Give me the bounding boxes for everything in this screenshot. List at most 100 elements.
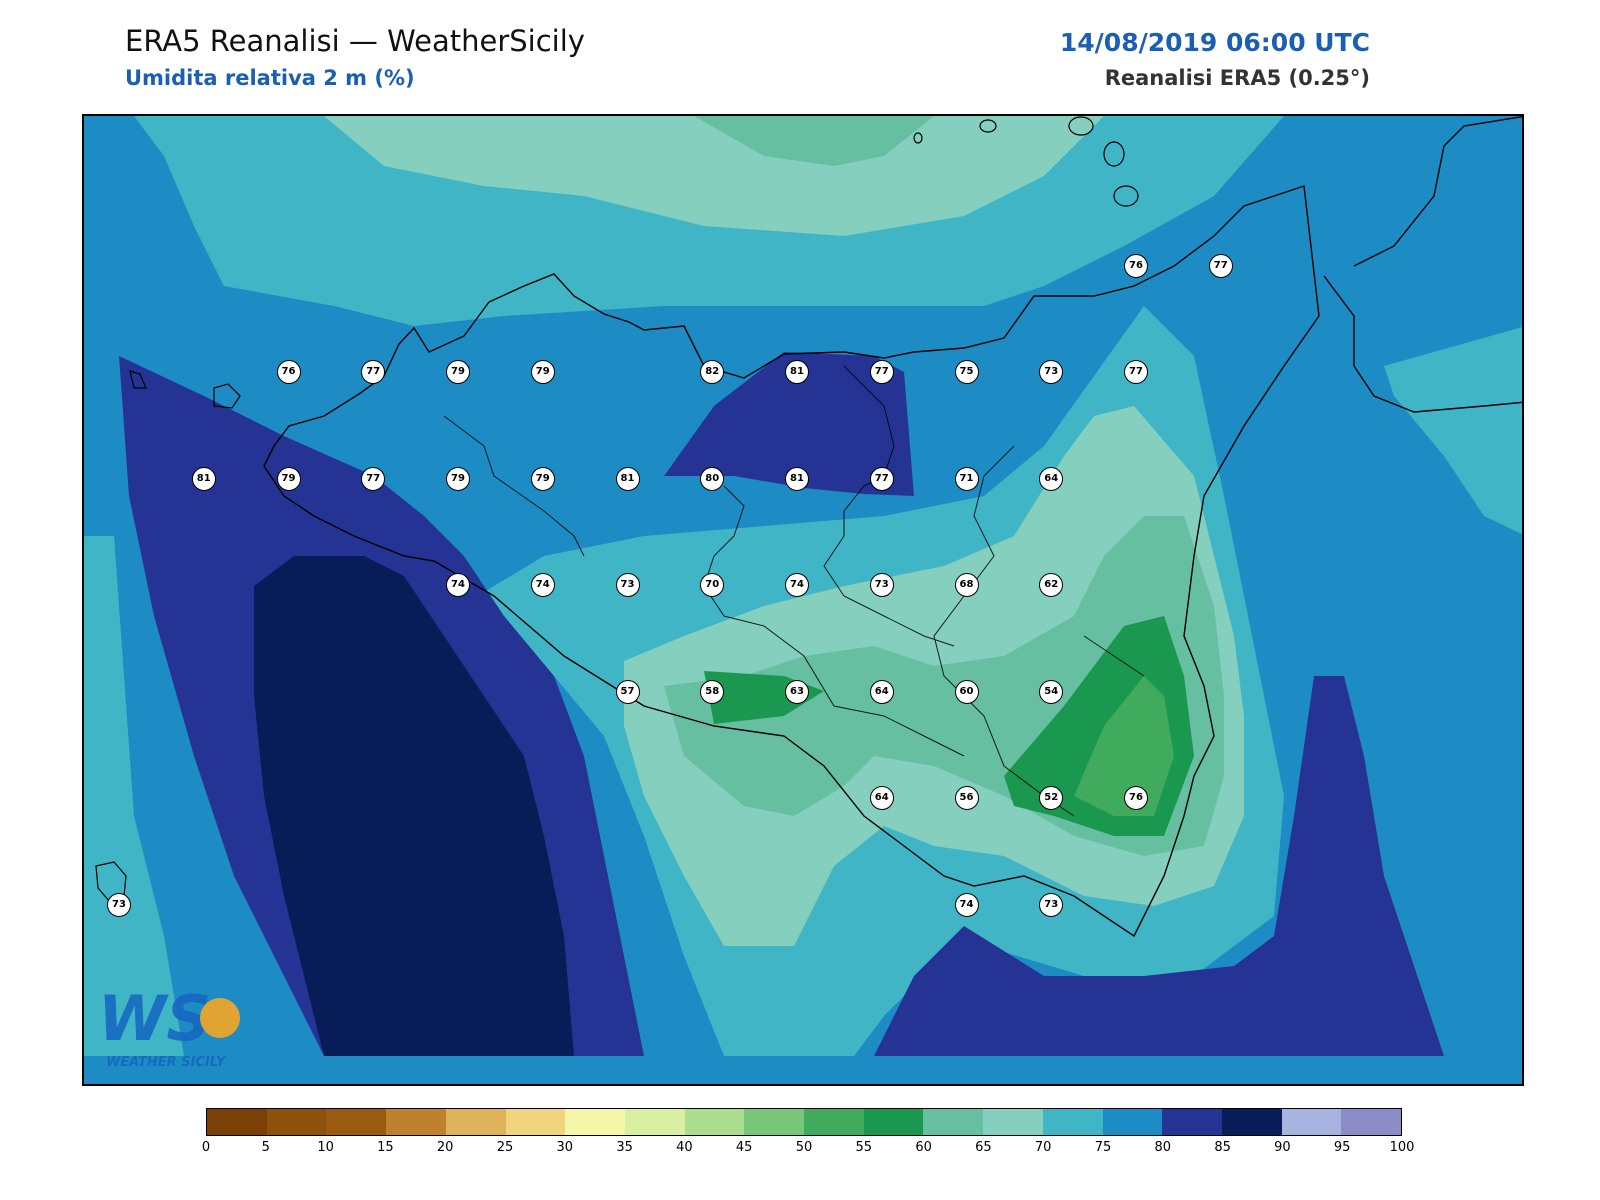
colorbar-tick-label: 30 bbox=[556, 1140, 574, 1155]
station-value: 70 bbox=[700, 573, 725, 597]
station-value: 80 bbox=[700, 466, 725, 491]
colorbar-tick-label: 15 bbox=[377, 1140, 394, 1155]
station-value: 73 bbox=[1039, 360, 1064, 384]
contour-80-85-central bbox=[664, 352, 914, 496]
station-value: 82 bbox=[700, 360, 725, 384]
station-value: 63 bbox=[785, 679, 809, 704]
station-value: 74 bbox=[446, 573, 470, 597]
colorbar-tick-label: 55 bbox=[855, 1140, 873, 1155]
station-value: 73 bbox=[869, 573, 894, 597]
colorbar-tick-label: 80 bbox=[1154, 1140, 1172, 1155]
colorbar-tick-label: 85 bbox=[1214, 1140, 1231, 1155]
station-value: 77 bbox=[361, 360, 386, 384]
colorbar-tick-label: 90 bbox=[1274, 1140, 1291, 1155]
station-value: 71 bbox=[954, 466, 979, 491]
data-source: Reanalisi ERA5 (0.25°) bbox=[1104, 66, 1370, 90]
colorbar-swatch bbox=[1341, 1109, 1402, 1135]
station-value: 74 bbox=[530, 573, 555, 597]
station-value: 77 bbox=[869, 466, 894, 491]
station-value: 64 bbox=[869, 786, 894, 810]
colorbar-swatch bbox=[983, 1109, 1043, 1135]
station-value: 81 bbox=[615, 466, 640, 491]
contour-65-70-north bbox=[324, 116, 1104, 236]
sun-icon bbox=[200, 998, 240, 1038]
station-value: 76 bbox=[1124, 786, 1148, 810]
colorbar-swatch bbox=[505, 1109, 566, 1135]
weathersicily-logo: WS WEATHER SICILY bbox=[98, 982, 240, 1070]
aeolian-islands bbox=[913, 116, 1139, 207]
contour-85-90 bbox=[254, 556, 574, 1056]
station-value: 73 bbox=[1039, 892, 1064, 917]
station-value: 74 bbox=[954, 892, 979, 917]
colorbar-tick-label: 45 bbox=[735, 1140, 753, 1155]
station-value: 73 bbox=[107, 892, 131, 917]
station-value: 77 bbox=[869, 360, 894, 384]
colorbar-swatch bbox=[1042, 1109, 1103, 1135]
province-borders bbox=[443, 365, 1145, 817]
station-value: 62 bbox=[1039, 573, 1064, 597]
station-value: 74 bbox=[785, 573, 809, 597]
station-value: 75 bbox=[954, 360, 979, 384]
contour-60-65-north bbox=[694, 116, 934, 166]
colorbar-ticks: 0 5 10 15 20 25 30 35 40 45 50 55 60 65 70 75 80 85 90 95 10… bbox=[202, 1140, 1415, 1160]
colorbar-tick-label: 0 bbox=[201, 1140, 211, 1155]
station-value: 76 bbox=[1124, 253, 1148, 278]
station-value: 58 bbox=[700, 679, 725, 704]
station-value: 81 bbox=[785, 466, 809, 491]
station-value: 79 bbox=[530, 360, 555, 384]
station-value: 60 bbox=[954, 679, 979, 704]
station-value: 79 bbox=[446, 466, 470, 491]
colorbar-swatch bbox=[923, 1109, 984, 1135]
valid-datetime: 14/08/2019 06:00 UTC bbox=[1059, 28, 1370, 57]
contour-80-85-south bbox=[874, 676, 1444, 1056]
station-value: 64 bbox=[1039, 466, 1064, 491]
contour-50-55 bbox=[1074, 676, 1174, 816]
colorbar-swatch bbox=[684, 1109, 745, 1135]
colorbar-tick-label: 20 bbox=[436, 1140, 454, 1155]
colorbar-swatch bbox=[326, 1109, 387, 1135]
colorbar-swatch bbox=[1102, 1109, 1163, 1135]
humidity-contour-map bbox=[84, 116, 1522, 1056]
colorbar-tick-label: 35 bbox=[616, 1140, 633, 1155]
station-value: 81 bbox=[191, 466, 216, 491]
colorbar-swatch bbox=[624, 1109, 685, 1135]
colorbar-tick-label: 50 bbox=[795, 1140, 813, 1155]
colorbar-tick-label: 10 bbox=[317, 1140, 334, 1155]
colorbar bbox=[206, 1108, 1402, 1136]
logo-text: WEATHER SICILY bbox=[106, 1055, 227, 1070]
egadi-islands bbox=[129, 370, 241, 409]
colorbar-swatch bbox=[445, 1109, 506, 1135]
contour-70-75-west bbox=[84, 536, 184, 1056]
colorbar-tick-label: 5 bbox=[261, 1140, 270, 1155]
colorbar-swatch bbox=[1281, 1109, 1342, 1135]
station-value: 77 bbox=[1208, 253, 1233, 278]
station-value: 77 bbox=[1124, 360, 1148, 384]
station-value: 68 bbox=[954, 573, 979, 597]
colorbar-tick-label: 70 bbox=[1034, 1140, 1052, 1155]
colorbar-tick-label: 75 bbox=[1094, 1140, 1112, 1155]
colorbar-swatch bbox=[744, 1109, 805, 1135]
sicily-coastline bbox=[263, 185, 1320, 938]
colorbar-swatch bbox=[207, 1109, 267, 1135]
map-title: ERA5 Reanalisi — WeatherSicily bbox=[125, 24, 585, 58]
map-panel: 76 77 79 79 82 81 77 75 73 77 76 77 81 79 77 79 79 81 80 81… bbox=[82, 114, 1524, 1086]
colorbar-tick-label: 95 bbox=[1333, 1140, 1351, 1155]
station-value: 79 bbox=[446, 360, 470, 384]
colorbar-swatch bbox=[863, 1109, 924, 1135]
station-value: 56 bbox=[954, 786, 979, 810]
colorbar-tick-label: 25 bbox=[496, 1140, 514, 1155]
variable-subtitle: Umidita relativa 2 m (%) bbox=[125, 66, 415, 90]
station-value: 52 bbox=[1039, 786, 1064, 810]
colorbar-swatch bbox=[565, 1109, 625, 1135]
station-value: 79 bbox=[530, 466, 555, 491]
colorbar-tick-label: 60 bbox=[915, 1140, 932, 1155]
station-value: 57 bbox=[615, 679, 640, 704]
colorbar-swatch bbox=[1162, 1109, 1222, 1135]
station-value: 73 bbox=[615, 573, 640, 597]
colorbar-swatch bbox=[1221, 1109, 1282, 1135]
station-value: 76 bbox=[276, 360, 301, 384]
colorbar-tick-label: 65 bbox=[975, 1140, 992, 1155]
logo-letters: WS bbox=[98, 982, 211, 1055]
colorbar-tick-label: 100 bbox=[1389, 1140, 1415, 1155]
colorbar-swatch bbox=[266, 1109, 327, 1135]
